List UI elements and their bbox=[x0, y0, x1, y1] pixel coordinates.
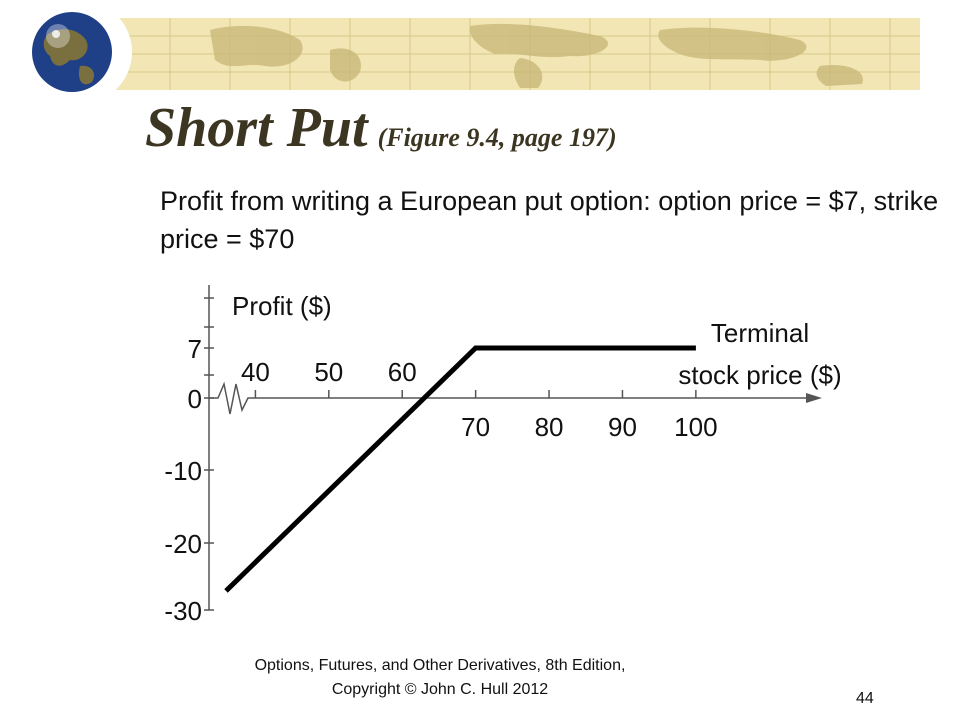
x-tick-label: 100 bbox=[674, 412, 717, 442]
payoff-line bbox=[224, 345, 696, 593]
x-axis-label-line1: Terminal bbox=[711, 318, 809, 348]
x-tick-label: 40 bbox=[241, 357, 270, 387]
footer-credit-line2: Copyright © John C. Hull 2012 bbox=[331, 681, 549, 698]
x-axis-label-line2: stock price ($) bbox=[678, 360, 841, 390]
y-tick-label: -10 bbox=[164, 456, 202, 486]
x-tick-label: 60 bbox=[388, 357, 417, 387]
slide-title: Short Put (Figure 9.4, page 197) bbox=[145, 96, 617, 160]
y-tick-label: -30 bbox=[164, 596, 202, 626]
x-tick-label: 90 bbox=[608, 412, 637, 442]
x-axis-arrowhead bbox=[806, 393, 822, 403]
x-tick-label: 70 bbox=[461, 412, 490, 442]
globe-icon bbox=[32, 12, 112, 92]
y-tick-label: 7 bbox=[188, 334, 202, 364]
y-axis-label: Profit ($) bbox=[232, 291, 332, 321]
x-tick-label: 50 bbox=[314, 357, 343, 387]
page-number: 44 bbox=[856, 690, 874, 707]
slide-title-reference: (Figure 9.4, page 197) bbox=[377, 123, 617, 152]
slide-subtitle: Profit from writing a European put optio… bbox=[160, 186, 939, 254]
map-banner-continents bbox=[210, 23, 863, 88]
x-tick-label: 80 bbox=[535, 412, 564, 442]
slide-title-main: Short Put bbox=[145, 97, 368, 159]
y-tick-label: 0 bbox=[188, 384, 202, 414]
footer-credit-line1: Options, Futures, and Other Derivatives,… bbox=[254, 657, 626, 674]
y-tick-label: -20 bbox=[164, 529, 202, 559]
x-axis-break bbox=[209, 381, 254, 415]
header-banner bbox=[28, 0, 920, 100]
footer-credit: Options, Futures, and Other Derivatives,… bbox=[200, 654, 680, 702]
